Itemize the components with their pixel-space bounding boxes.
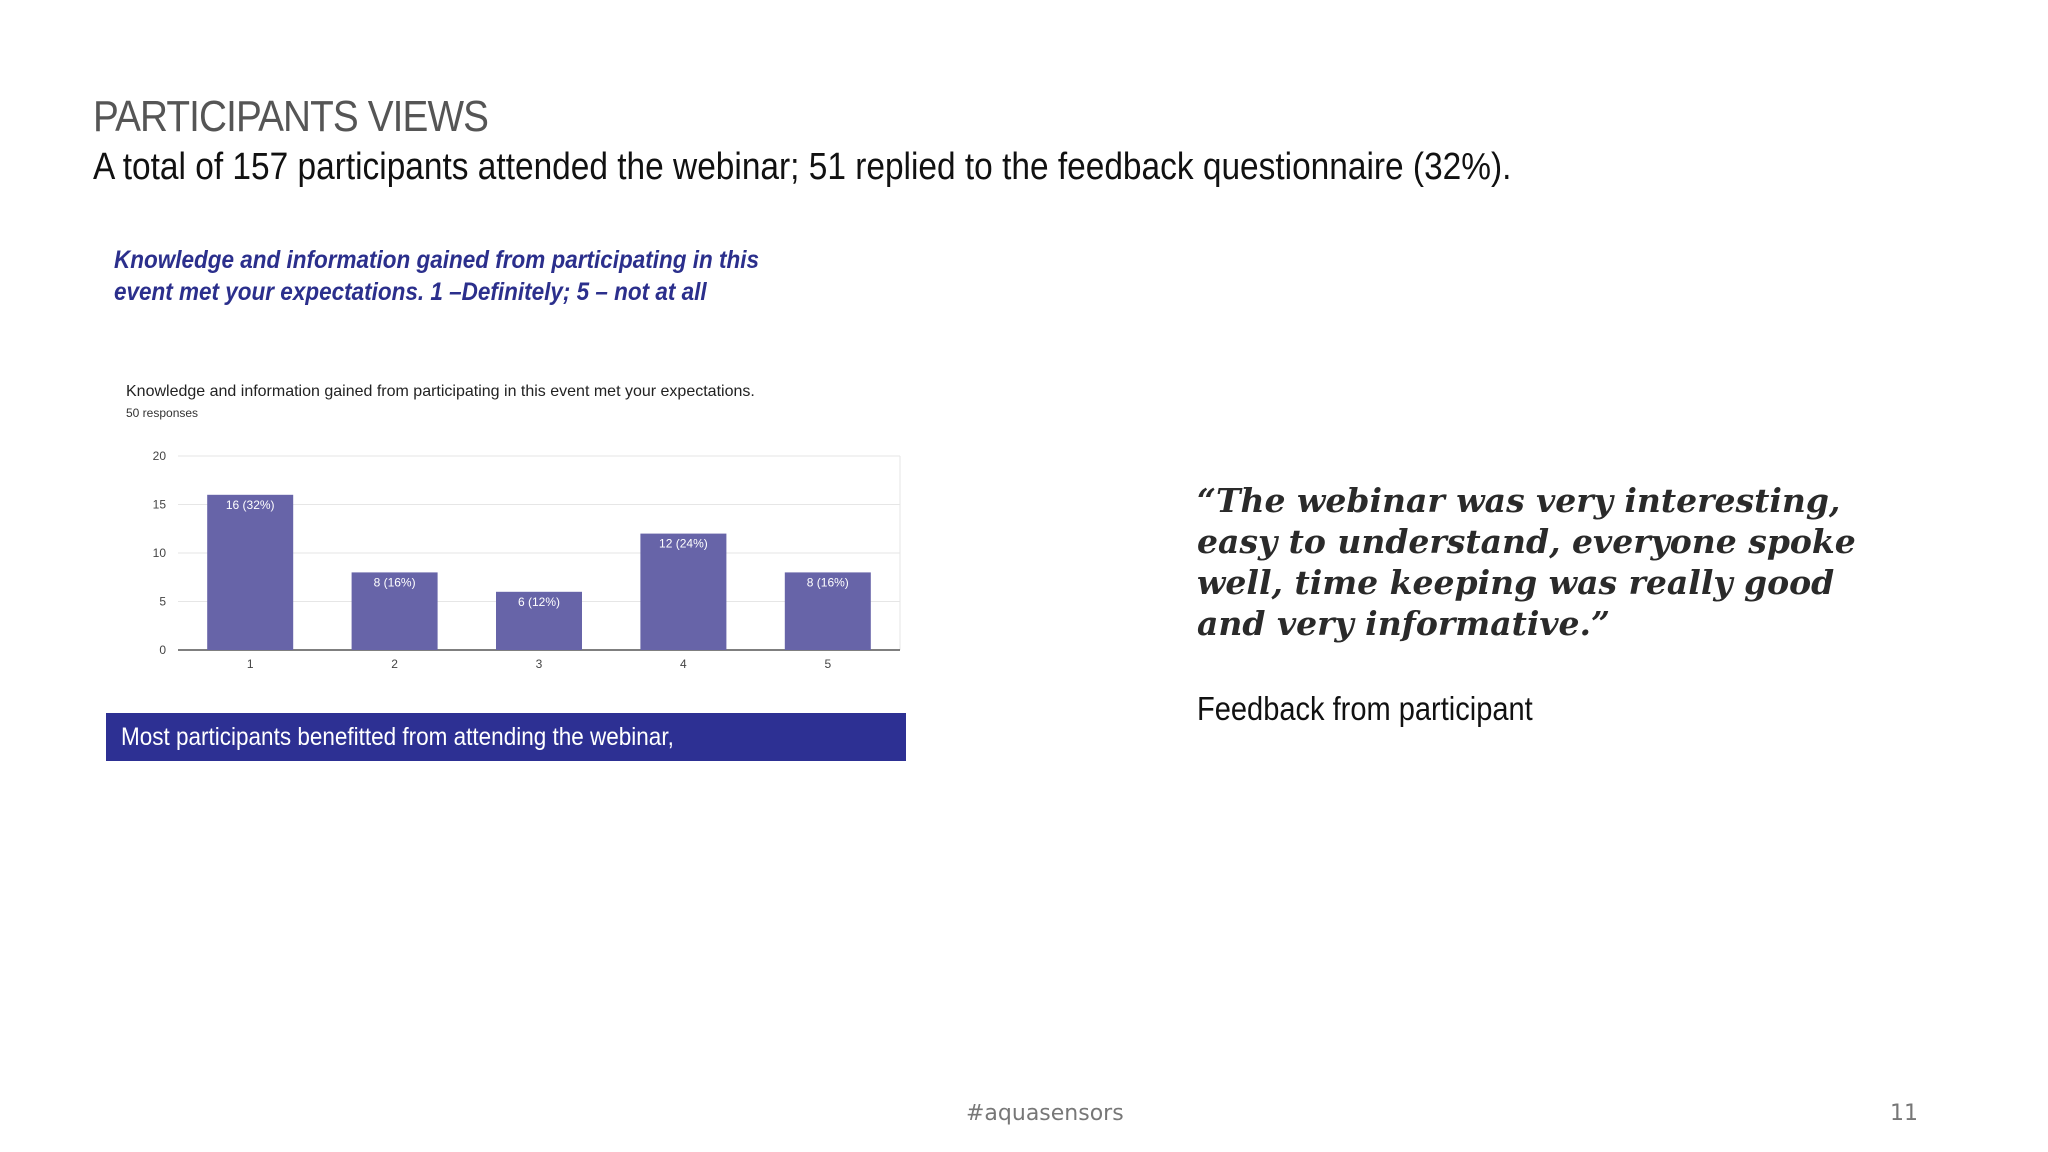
y-tick-label: 5 xyxy=(159,595,166,609)
x-tick-label: 5 xyxy=(824,657,831,671)
conclusion-text: Most participants benefitted from attend… xyxy=(121,723,674,751)
y-tick-label: 0 xyxy=(159,643,166,657)
participant-quote: “The webinar was very interesting, easy … xyxy=(1197,481,1856,643)
y-tick-label: 10 xyxy=(153,546,167,560)
bar-data-label: 6 (12%) xyxy=(518,595,560,609)
y-tick-label: 20 xyxy=(153,449,167,463)
chart-response-count: 50 responses xyxy=(126,406,198,420)
slide-subtitle: A total of 157 participants attended the… xyxy=(93,146,1512,188)
bar xyxy=(496,591,582,650)
quote-attribution: Feedback from participant xyxy=(1197,690,1533,727)
conclusion-banner: Most participants benefitted from attend… xyxy=(106,713,906,761)
bar-chart: Knowledge and information gained from pa… xyxy=(126,383,901,671)
page-number: 11 xyxy=(1890,1101,1918,1126)
bar xyxy=(784,572,871,650)
chart-title: Knowledge and information gained from pa… xyxy=(126,383,755,400)
footer-hashtag: #aquasensors xyxy=(966,1101,1124,1126)
x-tick-label: 2 xyxy=(391,657,398,671)
y-tick-label: 15 xyxy=(153,498,167,512)
bar-data-label: 8 (16%) xyxy=(374,575,416,589)
slide-title: PARTICIPANTS VIEWS xyxy=(93,92,489,141)
bar xyxy=(207,494,294,650)
x-tick-label: 3 xyxy=(536,657,543,671)
question-heading: Knowledge and information gained from pa… xyxy=(114,246,760,306)
x-tick-label: 4 xyxy=(680,657,687,671)
bar xyxy=(351,572,438,650)
bar xyxy=(640,533,727,650)
x-tick-label: 1 xyxy=(247,657,254,671)
bar-data-label: 16 (32%) xyxy=(226,498,275,512)
bar-data-label: 8 (16%) xyxy=(807,575,849,589)
bar-data-label: 12 (24%) xyxy=(659,537,708,551)
